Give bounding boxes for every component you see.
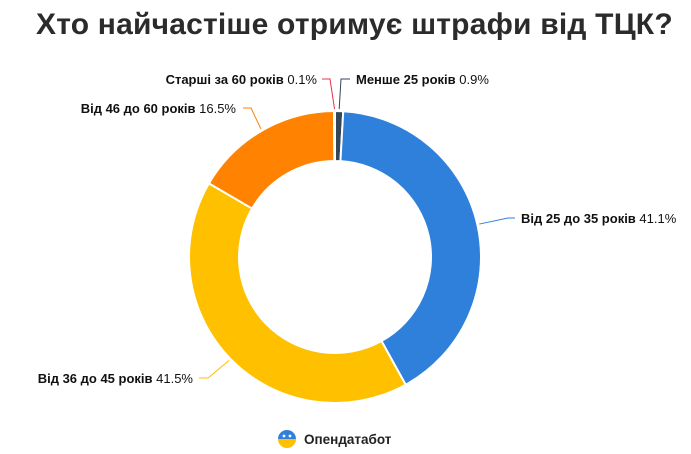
leader-line-від-46-до-60-років [243,107,262,130]
data-label-від-25-до-35-років: Від 25 до 35 років 41.1% [521,211,677,226]
category-label: Від 46 до 60 років [81,101,196,116]
value-label: 41.1% [636,211,677,226]
data-label-менше-25-років: Менше 25 років 0.9% [356,72,489,87]
data-label-від-36-до-45-років: Від 36 до 45 років 41.5% [38,371,194,386]
slice-від-25-до-35-років [339,110,482,386]
leader-line-від-25-до-35-років [479,217,515,225]
value-label: 0.1% [284,72,318,87]
leader-line-від-36-до-45-років [199,360,230,379]
opendatabot-logo-icon [278,430,296,448]
value-label: 41.5% [153,371,194,386]
slice-старші-за-60-років [333,110,336,163]
leader-line-менше-25-років [338,78,350,110]
chart-title: Хто найчастіше отримує штрафи від ТЦК? [36,8,673,41]
category-label: Від 25 до 35 років [521,211,636,226]
category-label: Від 36 до 45 років [38,371,153,386]
leader-line-старші-за-60-років [322,78,336,110]
slice-від-46-до-60-років [207,110,336,210]
category-label: Менше 25 років [356,72,456,87]
value-label: 16.5% [196,101,237,116]
data-label-від-46-до-60-років: Від 46 до 60 років 16.5% [81,101,237,116]
brand-name: Опендатабот [304,431,392,447]
value-label: 0.9% [456,72,490,87]
category-label: Старші за 60 років [166,72,284,87]
brand-footer: Опендатабот [276,428,391,450]
data-label-старші-за-60-років: Старші за 60 років 0.1% [166,72,318,87]
slice-від-36-до-45-років [188,182,407,404]
